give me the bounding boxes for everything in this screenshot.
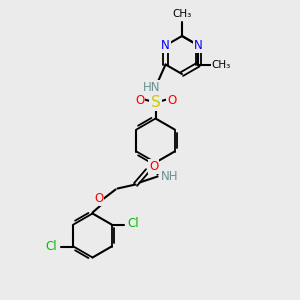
Text: O: O <box>167 94 176 107</box>
Text: O: O <box>94 192 103 205</box>
Text: Cl: Cl <box>128 217 140 230</box>
Text: O: O <box>135 94 144 107</box>
Text: CH₃: CH₃ <box>172 9 192 19</box>
Text: N: N <box>161 39 170 52</box>
Text: NH: NH <box>161 170 178 183</box>
Text: HN: HN <box>143 81 160 94</box>
Text: O: O <box>149 160 158 173</box>
Text: Cl: Cl <box>46 240 57 253</box>
Text: CH₃: CH₃ <box>212 59 231 70</box>
Text: N: N <box>194 39 203 52</box>
Text: S: S <box>151 95 160 110</box>
